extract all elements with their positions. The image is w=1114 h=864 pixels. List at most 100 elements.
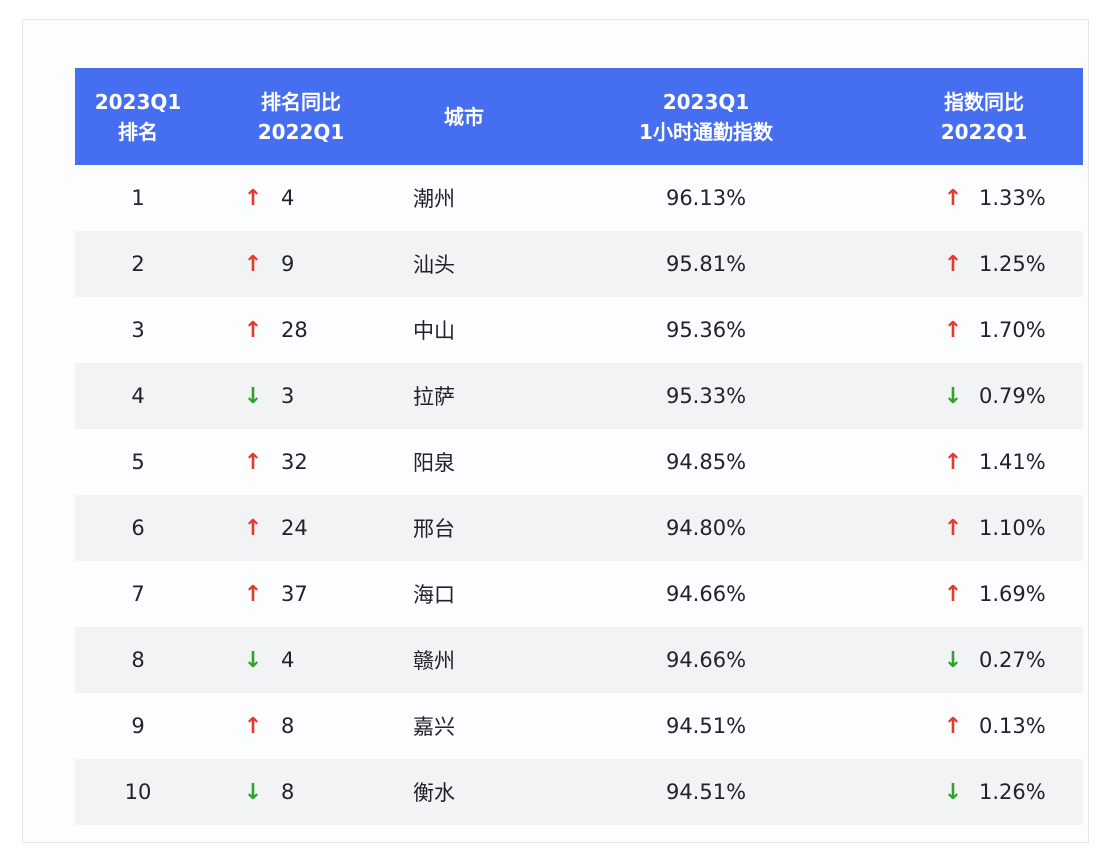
rank-change-value: 3 [281,384,295,408]
table-row: 2 ↑ 9 汕头 95.81% ↑ 1.25% [75,231,1083,297]
table-row: 3 ↑ 28 中山 95.36% ↑ 1.70% [75,297,1083,363]
city-cell: 汕头 [401,249,527,279]
header-city: 城市 [401,68,527,165]
index-change-value: 1.41% [979,450,1046,474]
index-change-cell: ↑ 1.25% [885,252,1083,277]
header-rank-line2: 排名 [118,119,158,144]
rank-value: 8 [131,648,145,672]
rank-value: 2 [131,252,145,276]
city-cell: 邢台 [401,513,527,543]
table-header: 2023Q1 排名 排名同比 2022Q1 城市 2023Q1 1小时通勤指数 … [75,68,1083,165]
city-cell: 中山 [401,315,527,345]
city-name: 拉萨 [413,385,455,409]
city-name: 潮州 [413,187,455,211]
rank-change-cell: ↑ 8 [201,714,401,739]
rank-change-value: 4 [281,186,295,210]
arrow-up-icon: ↑ [943,581,963,607]
index-change-value: 1.26% [979,780,1046,804]
index-cell: 94.51% [527,714,885,738]
table-row: 4 ↓ 3 拉萨 95.33% ↓ 0.79% [75,363,1083,429]
arrow-up-icon: ↑ [243,317,263,343]
arrow-up-icon: ↑ [243,185,263,211]
rank-cell: 8 [75,648,201,672]
index-change-value: 0.13% [979,714,1046,738]
table-row: 8 ↓ 4 赣州 94.66% ↓ 0.27% [75,627,1083,693]
header-index-line1: 2023Q1 [662,89,750,114]
arrow-up-icon: ↑ [943,185,963,211]
arrow-down-icon: ↓ [943,779,963,805]
city-name: 邢台 [413,517,455,541]
index-cell: 96.13% [527,186,885,210]
index-change-cell: ↓ 0.27% [885,648,1083,673]
header-rank-change-line1: 排名同比 [261,89,341,114]
arrow-down-icon: ↓ [243,779,263,805]
index-change-value: 1.33% [979,186,1046,210]
table-card: 2023Q1 排名 排名同比 2022Q1 城市 2023Q1 1小时通勤指数 … [22,19,1089,843]
arrow-up-icon: ↑ [243,515,263,541]
table-row: 6 ↑ 24 邢台 94.80% ↑ 1.10% [75,495,1083,561]
commute-index-value: 94.80% [665,516,747,540]
rank-value: 6 [131,516,145,540]
arrow-down-icon: ↓ [943,647,963,673]
header-rank: 2023Q1 排名 [75,68,201,165]
rank-cell: 7 [75,582,201,606]
commute-index-value: 94.51% [665,714,747,738]
rank-change-cell: ↑ 9 [201,252,401,277]
header-index-change-line1: 指数同比 [944,89,1024,114]
rank-cell: 10 [75,780,201,804]
index-change-cell: ↑ 1.69% [885,582,1083,607]
header-rank-change-line2: 2022Q1 [257,119,345,144]
index-cell: 95.36% [527,318,885,342]
city-name: 中山 [413,319,455,343]
index-change-cell: ↑ 1.10% [885,516,1083,541]
commute-index-value: 96.13% [665,186,747,210]
rank-change-cell: ↓ 8 [201,780,401,805]
rank-cell: 4 [75,384,201,408]
commute-index-value: 95.36% [665,318,747,342]
commute-index-value: 94.51% [665,780,747,804]
index-change-value: 1.25% [979,252,1046,276]
index-change-value: 0.79% [979,384,1046,408]
rank-change-value: 32 [281,450,308,474]
city-cell: 拉萨 [401,381,527,411]
rank-value: 9 [131,714,145,738]
index-change-cell: ↓ 1.26% [885,780,1083,805]
arrow-up-icon: ↑ [243,581,263,607]
arrow-up-icon: ↑ [243,713,263,739]
arrow-down-icon: ↓ [243,383,263,409]
index-cell: 94.66% [527,648,885,672]
rank-change-cell: ↑ 24 [201,516,401,541]
index-cell: 94.85% [527,450,885,474]
header-rank-line1: 2023Q1 [94,89,182,114]
header-commute-index: 2023Q1 1小时通勤指数 [527,68,885,165]
city-name: 赣州 [413,649,455,673]
rank-change-value: 28 [281,318,308,342]
rank-value: 7 [131,582,145,606]
rank-value: 3 [131,318,145,342]
commute-index-value: 95.33% [665,384,747,408]
table-row: 1 ↑ 4 潮州 96.13% ↑ 1.33% [75,165,1083,231]
rank-cell: 9 [75,714,201,738]
rank-cell: 5 [75,450,201,474]
city-name: 阳泉 [413,451,455,475]
city-cell: 阳泉 [401,447,527,477]
table-row: 10 ↓ 8 衡水 94.51% ↓ 1.26% [75,759,1083,825]
commute-index-value: 94.66% [665,648,747,672]
table-row: 9 ↑ 8 嘉兴 94.51% ↑ 0.13% [75,693,1083,759]
city-name: 海口 [413,583,455,607]
rank-change-value: 37 [281,582,308,606]
header-rank-change: 排名同比 2022Q1 [201,68,401,165]
city-cell: 海口 [401,579,527,609]
rank-value: 10 [124,780,152,804]
rank-change-value: 9 [281,252,295,276]
rank-change-cell: ↑ 37 [201,582,401,607]
rank-cell: 2 [75,252,201,276]
city-cell: 赣州 [401,645,527,675]
index-change-cell: ↓ 0.79% [885,384,1083,409]
header-city-label: 城市 [444,104,484,129]
rank-cell: 1 [75,186,201,210]
index-change-value: 1.10% [979,516,1046,540]
rank-change-cell: ↑ 28 [201,318,401,343]
arrow-up-icon: ↑ [943,713,963,739]
index-change-value: 1.70% [979,318,1046,342]
